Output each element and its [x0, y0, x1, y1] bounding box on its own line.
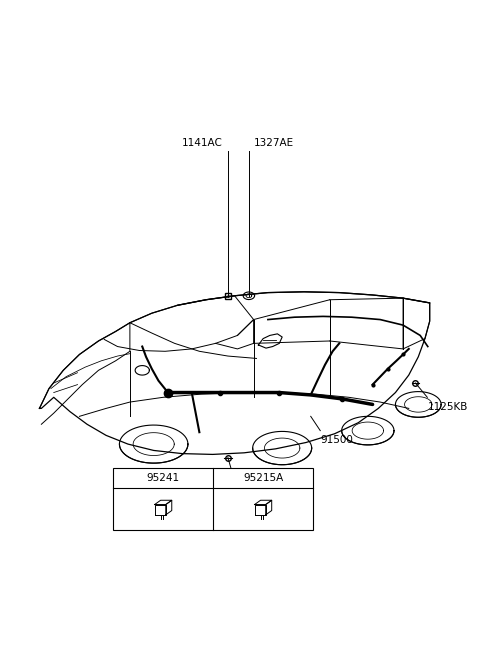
Text: 95241: 95241: [146, 473, 180, 483]
Text: 91500: 91500: [320, 436, 353, 445]
Text: 1125KB: 1125KB: [427, 402, 468, 412]
Text: 95215A: 95215A: [243, 473, 283, 483]
Text: 1125KC: 1125KC: [233, 479, 273, 489]
Bar: [113, 468, 313, 530]
Text: 1141AC: 1141AC: [182, 138, 223, 147]
Text: 1327AE: 1327AE: [253, 138, 294, 147]
